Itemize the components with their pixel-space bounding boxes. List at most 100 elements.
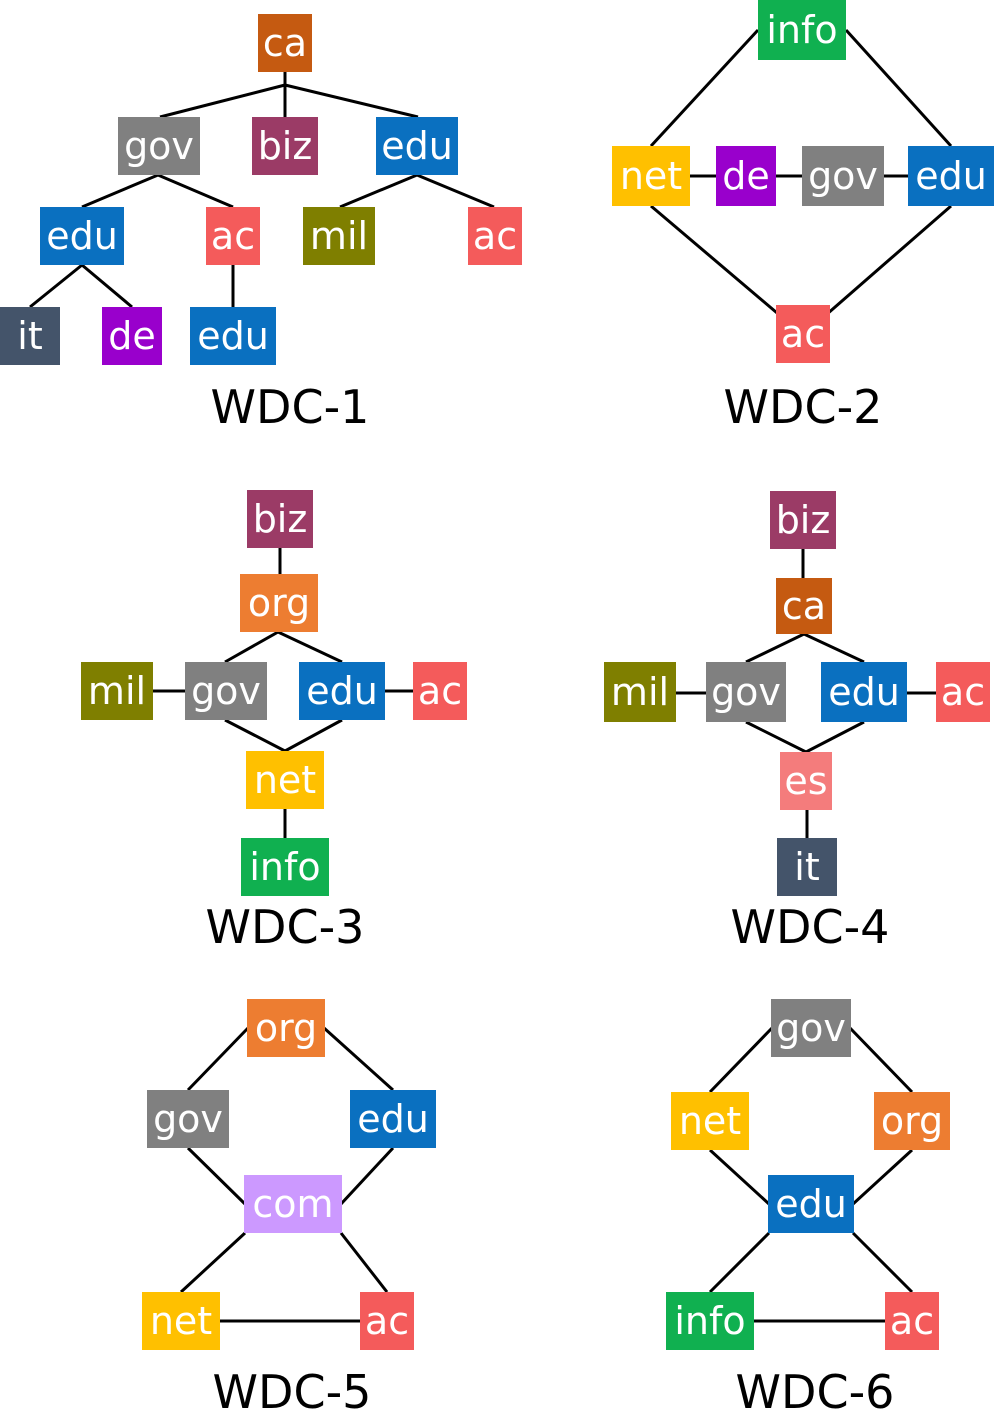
node-gov: gov [147, 1090, 229, 1148]
graph-caption: WDC-2 [724, 380, 883, 434]
node-net: net [612, 146, 690, 206]
node-box [247, 490, 313, 548]
node-box [671, 1092, 749, 1150]
edge [224, 630, 279, 664]
node-label: ac [890, 1299, 934, 1343]
node-com: com [244, 1175, 342, 1233]
node-info: info [666, 1292, 754, 1350]
node-box [780, 752, 832, 810]
node-biz: biz [770, 491, 836, 549]
node-gov: gov [706, 662, 786, 722]
node-de: de [102, 307, 162, 365]
node-box [147, 1090, 229, 1148]
node-box [360, 1292, 414, 1350]
graph-caption: WDC-6 [736, 1365, 895, 1411]
node-box [102, 307, 162, 365]
node-ca: ca [776, 578, 832, 634]
edge [708, 1026, 774, 1094]
node-label: ac [473, 214, 517, 258]
graph-2: info net de gov edu ac WDC-2 [612, 0, 994, 434]
node-box [885, 1292, 939, 1350]
node-label: mil [611, 670, 669, 714]
node-label: edu [357, 1097, 429, 1141]
node-box [770, 491, 836, 549]
node-label: com [252, 1182, 333, 1226]
edge [339, 1146, 395, 1206]
node-box [777, 838, 837, 896]
node-net: net [246, 751, 324, 809]
node-box [190, 307, 276, 365]
node-box [252, 117, 318, 175]
node-de: de [716, 146, 776, 206]
edge [844, 28, 953, 148]
node-box [244, 1175, 342, 1233]
edge [29, 263, 83, 309]
node-label: biz [253, 497, 308, 541]
node-net: net [142, 1292, 220, 1350]
node-ac: ac [776, 305, 830, 363]
node-edu: edu [821, 662, 907, 722]
node-gov: gov [771, 999, 851, 1057]
node-box [666, 1292, 754, 1350]
node-label: edu [306, 669, 378, 713]
node-ac: ac [360, 1292, 414, 1350]
node-box [299, 662, 385, 720]
node-gov: gov [185, 662, 267, 720]
node-label: ac [781, 312, 825, 356]
graph-3: biz org mil gov edu ac net info WDC-3 [81, 490, 467, 954]
node-box [821, 662, 907, 722]
node-label: info [766, 8, 837, 52]
node-box [908, 146, 994, 206]
node-box [185, 662, 267, 720]
node-label: ac [418, 669, 462, 713]
edge [708, 1231, 771, 1294]
node-biz: biz [252, 117, 318, 175]
node-label: biz [776, 498, 831, 542]
edge [277, 630, 343, 664]
node-label: gov [711, 670, 781, 714]
node-label: it [794, 845, 819, 889]
node-label: biz [258, 124, 313, 168]
node-box [241, 838, 329, 896]
node-label: org [255, 1006, 317, 1050]
node-ac: ac [206, 207, 260, 265]
node-label: gov [191, 669, 261, 713]
node-box [716, 146, 776, 206]
node-label: edu [775, 1182, 847, 1226]
node-label: mil [88, 669, 146, 713]
node-ac: ac [936, 662, 990, 722]
node-box [246, 751, 324, 809]
node-label: edu [46, 214, 118, 258]
node-biz: biz [247, 490, 313, 548]
node-label: ac [211, 214, 255, 258]
node-label: ac [365, 1299, 409, 1343]
node-label: ac [941, 670, 985, 714]
node-label: org [881, 1099, 943, 1143]
node-box [376, 117, 458, 175]
node-box [612, 146, 690, 206]
node-edu: edu [768, 1175, 854, 1233]
node-box [771, 999, 851, 1057]
edge [848, 1026, 914, 1094]
edge [224, 718, 286, 753]
node-mil: mil [81, 662, 153, 720]
node-label: es [784, 759, 827, 803]
node-it: it [777, 838, 837, 896]
graph-caption: WDC-5 [213, 1365, 372, 1411]
node-gov: gov [118, 117, 200, 175]
edge [81, 173, 159, 209]
node-label: gov [776, 1006, 846, 1050]
node-label: net [254, 758, 316, 802]
edge [851, 1231, 914, 1294]
graph-caption: WDC-3 [206, 900, 365, 954]
node-label: net [679, 1099, 741, 1143]
node-label: ca [263, 21, 307, 65]
node-mil: mil [604, 662, 676, 722]
node-edu: edu [299, 662, 385, 720]
edge [284, 83, 419, 119]
node-box [247, 999, 325, 1057]
node-label: mil [310, 214, 368, 258]
node-edu: edu [376, 117, 458, 175]
